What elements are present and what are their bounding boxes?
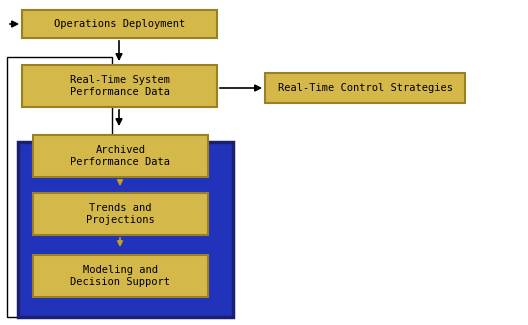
FancyBboxPatch shape xyxy=(22,65,217,107)
FancyBboxPatch shape xyxy=(33,135,208,177)
Text: Trends and
Projections: Trends and Projections xyxy=(86,203,155,225)
Text: Operations Deployment: Operations Deployment xyxy=(54,19,185,29)
Text: Modeling and
Decision Support: Modeling and Decision Support xyxy=(71,265,171,287)
FancyBboxPatch shape xyxy=(265,73,465,103)
FancyBboxPatch shape xyxy=(18,142,233,317)
FancyBboxPatch shape xyxy=(22,10,217,38)
FancyBboxPatch shape xyxy=(33,255,208,297)
Text: Archived
Performance Data: Archived Performance Data xyxy=(71,145,171,167)
Text: Real-Time Control Strategies: Real-Time Control Strategies xyxy=(278,83,452,93)
Text: Real-Time System
Performance Data: Real-Time System Performance Data xyxy=(70,75,169,97)
FancyBboxPatch shape xyxy=(33,193,208,235)
